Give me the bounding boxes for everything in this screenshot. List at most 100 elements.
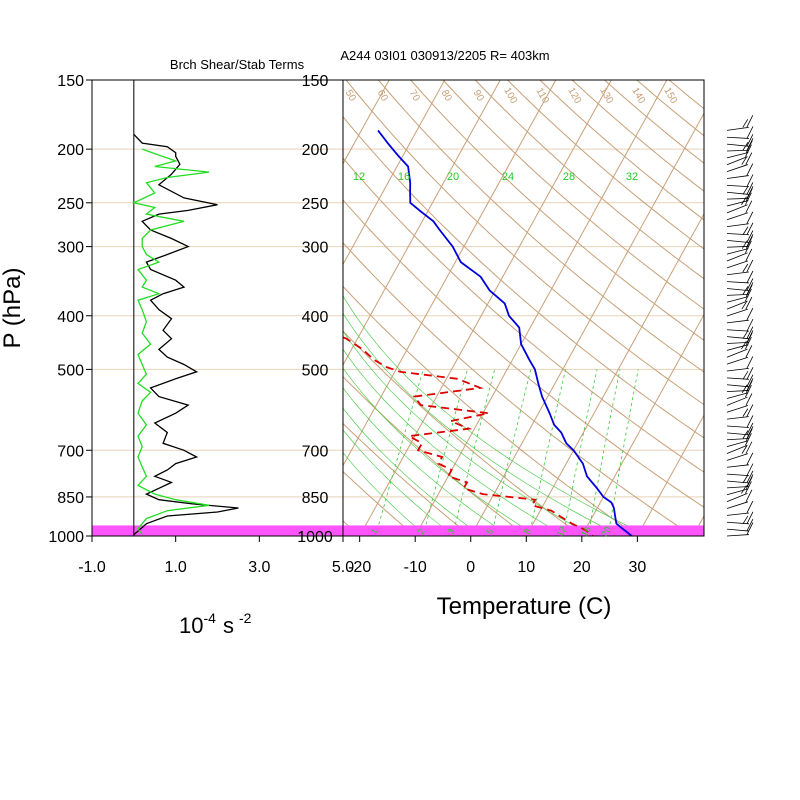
wind-barb-staff: [726, 296, 749, 303]
wind-barb: [726, 433, 752, 454]
temperature-axis-label: Temperature (C): [437, 593, 612, 620]
wind-barb-staff: [726, 336, 749, 340]
wind-barb-flag: [746, 115, 754, 128]
wind-barb-half-flag: [742, 474, 749, 484]
wind-barb-staff: [726, 281, 749, 284]
wind-barb-staff: [726, 223, 749, 228]
upper-green-label: 32: [626, 171, 638, 183]
mixing-ratio-line: [375, 369, 424, 536]
wind-barb-staff: [726, 493, 748, 502]
wind-barb: [726, 374, 754, 388]
wind-barb-staff: [726, 356, 749, 365]
wind-barb-half-flag: [741, 196, 747, 205]
sounding-title: A244 03I01 030913/2205 R= 403km: [340, 48, 549, 63]
wind-barb: [726, 126, 754, 139]
mixing-ratio-line: [528, 369, 566, 536]
wind-barb-staff: [726, 534, 749, 537]
dry-adiabat: [343, 376, 527, 536]
p-tick-label-left: 250: [57, 196, 84, 213]
wind-barb-staff: [726, 293, 749, 296]
wind-barb-staff: [726, 344, 749, 351]
skewt-panel: 50 60 70 80 90 100 110 120 130 140 150 12 16 20 24 28 3…: [340, 48, 705, 620]
moist-adiabat-line: [343, 312, 621, 536]
dry-adiabat: [343, 242, 694, 536]
wind-barb: [726, 308, 754, 324]
wind-barb-flag: [746, 470, 754, 484]
wind-barb-staff: [726, 521, 749, 525]
wind-barb-half-flag: [741, 485, 747, 494]
wind-barb-staff: [726, 136, 749, 139]
dry-adiabat: [668, 80, 704, 110]
wind-barb-staff: [726, 512, 749, 516]
wind-barb: [726, 278, 754, 292]
wind-barb-staff: [726, 156, 748, 166]
wind-barb-staff: [726, 444, 748, 454]
wind-barb-flag: [745, 441, 753, 454]
wind-barb: [726, 296, 753, 317]
wind-barb-staff: [726, 248, 749, 255]
wind-barb: [726, 259, 754, 276]
wind-barb-flag: [746, 518, 754, 532]
wind-barb: [726, 211, 754, 228]
wind-barb-flag: [746, 463, 754, 476]
wind-barb-flag: [745, 428, 753, 441]
moist-adiabat-line: [343, 429, 455, 536]
wind-barb: [726, 415, 754, 428]
wind-barb-flag: [746, 163, 754, 176]
p-tick-label-mid: 150: [302, 73, 329, 90]
moist-adiabat-line: [343, 452, 427, 536]
p-tick-label-left: 150: [57, 73, 84, 90]
dry-adiabat: [343, 330, 583, 536]
p-tick-label-left: 300: [57, 240, 84, 257]
wind-barb-flag: [746, 452, 754, 465]
wind-barb: [726, 500, 754, 516]
upper-green-label: 16: [398, 171, 410, 183]
wind-barb: [726, 288, 752, 310]
temp-tick-label: 30: [628, 559, 646, 576]
wind-barb-flag: [746, 422, 754, 436]
wind-barb: [726, 441, 753, 461]
dry-adiabat: [343, 199, 704, 508]
wind-barb-staff: [726, 425, 749, 428]
wind-barb-staff: [726, 191, 749, 195]
dry-adiabat: [343, 115, 704, 439]
upper-green-label: 12: [353, 171, 365, 183]
wind-barb: [726, 332, 753, 351]
wind-barb-flag: [745, 481, 752, 494]
wind-barb-flag: [745, 433, 752, 446]
wind-barb: [726, 270, 754, 284]
wind-barb: [726, 367, 754, 380]
isotherm: [470, 112, 704, 536]
stab-profile: [131, 148, 210, 536]
adiabat-label: 120: [565, 86, 583, 106]
wind-barb-flag: [745, 140, 753, 153]
isotherm: [359, 80, 612, 536]
dry-adiabat: [442, 80, 704, 310]
wind-barb-staff: [726, 377, 749, 380]
mixing-ratio-line: [422, 369, 468, 536]
dry-adiabat: [636, 80, 704, 137]
p-tick-label-left: 700: [57, 443, 84, 460]
skewt-frame: [342, 79, 705, 537]
isotherm: [636, 414, 704, 536]
moist-adiabat-line: [343, 330, 594, 536]
p-tick-label-mid: 500: [302, 362, 329, 379]
p-tick-label-mid: 200: [302, 142, 329, 159]
wind-barb: [726, 163, 754, 179]
p-tick-label-mid: 400: [302, 309, 329, 326]
wind-barb-flag: [745, 332, 753, 345]
wind-barb: [726, 284, 753, 303]
wind-barb: [726, 134, 754, 147]
wind-barb: [726, 188, 753, 207]
mixing-ratio-line: [452, 369, 496, 536]
wind-barb-flag: [746, 404, 754, 417]
wind-barb-flag: [745, 385, 752, 398]
dry-adiabat: [343, 285, 638, 536]
skewt-ticks: 12 16 20 24 28 321 2 3 5 8 12 16 20-20 -10 0 10 20 30: [348, 171, 646, 576]
adiabat-label: 140: [629, 86, 647, 106]
moist-adiabat-line: [343, 387, 510, 536]
wind-barb-half-flag: [741, 384, 748, 393]
wind-barb-flag: [745, 248, 753, 262]
wind-barb-staff: [726, 405, 749, 413]
shear-stab-series: [131, 133, 239, 536]
